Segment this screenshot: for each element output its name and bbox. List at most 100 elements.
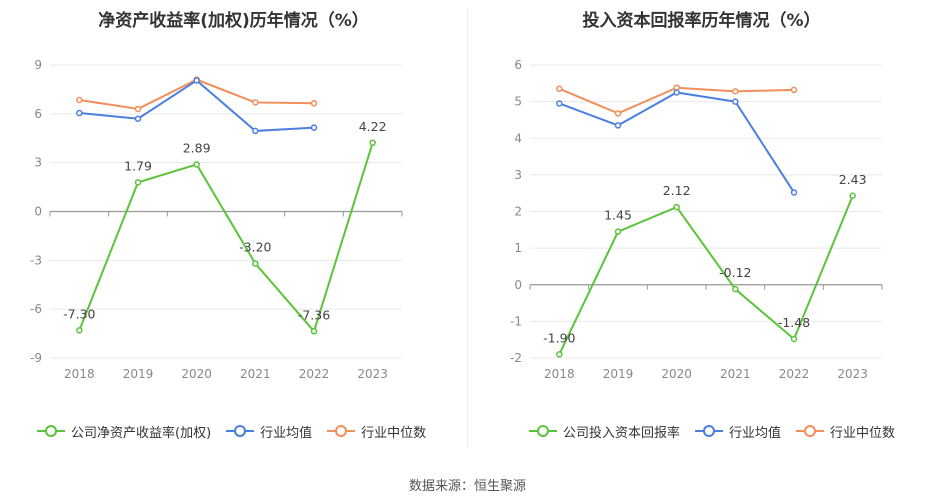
data-label: -7.30 [63, 306, 95, 321]
legend-label: 行业中位数 [830, 425, 896, 441]
data-point [556, 100, 563, 107]
data-point [556, 351, 563, 358]
legend-item[interactable]: 行业中位数 [326, 422, 426, 441]
legend-label: 行业均值 [260, 425, 313, 441]
legend-label: 公司投入资本回报率 [563, 425, 681, 441]
data-point [732, 98, 739, 105]
data-point [369, 139, 376, 147]
panel-divider [467, 8, 468, 448]
legend-swatch-icon [226, 425, 255, 437]
series-line-0 [78, 142, 374, 334]
data-point [76, 96, 83, 104]
data-point [790, 189, 798, 196]
x-tick-label: 2023 [837, 367, 868, 381]
y-tick-label: 5 [514, 95, 522, 109]
data-label: 4.22 [359, 119, 387, 134]
data-point [790, 86, 798, 94]
data-point [790, 335, 798, 343]
legend-item[interactable]: 行业均值 [225, 422, 312, 441]
x-tick-label: 2021 [240, 367, 271, 381]
y-tick-label: 3 [514, 168, 522, 182]
data-point [732, 285, 739, 293]
data-point [614, 122, 622, 129]
y-tick-label: -2 [510, 351, 522, 365]
y-tick-label: 9 [34, 58, 42, 72]
legend-item[interactable]: 公司投入资本回报率 [528, 422, 680, 441]
data-point [556, 85, 563, 93]
chart-title-roic: 投入资本回报率历年情况（%） [582, 11, 821, 31]
data-point [252, 127, 259, 135]
data-label: -1.48 [778, 315, 810, 330]
series-line-1 [558, 91, 795, 193]
legend-label: 行业中位数 [361, 425, 427, 441]
x-tick-label: 2022 [779, 367, 810, 381]
data-point [134, 115, 142, 122]
y-tick-label: -6 [30, 302, 42, 316]
data-label: -1.90 [543, 330, 575, 345]
data-point [673, 89, 680, 96]
series-line-2 [79, 78, 315, 110]
x-tick-label: 2023 [357, 367, 388, 381]
y-tick-label: -9 [30, 351, 42, 365]
y-tick-label: 6 [34, 107, 42, 121]
data-point [614, 110, 622, 117]
x-tick-label: 2021 [720, 367, 751, 381]
x-tick-label: 2020 [661, 367, 692, 381]
data-point [310, 124, 318, 131]
x-tick-label: 2020 [181, 367, 212, 381]
data-label: 2.89 [183, 140, 211, 155]
y-tick-label: 0 [34, 205, 42, 219]
data-label: 1.79 [124, 158, 152, 173]
data-label: 2.43 [839, 172, 867, 187]
legend-swatch-icon [37, 425, 65, 437]
y-tick-label: 2 [514, 205, 522, 219]
y-tick-label: 0 [514, 278, 522, 292]
x-tick-label: 2019 [123, 367, 154, 381]
data-point [76, 327, 83, 334]
data-label: -7.36 [298, 307, 330, 322]
legend-swatch-icon [529, 425, 557, 437]
y-tick-label: -3 [30, 253, 42, 267]
x-tick-label: 2018 [544, 367, 575, 381]
legend-swatch-icon [327, 425, 356, 437]
legend-item[interactable]: 公司净资产收益率(加权) [36, 422, 211, 441]
y-tick-label: 3 [34, 156, 42, 170]
data-point [252, 260, 259, 267]
data-point [76, 109, 83, 117]
data-point [134, 179, 142, 186]
legend-swatch-icon [695, 425, 724, 437]
legend-label: 行业均值 [729, 425, 782, 441]
legend-item[interactable]: 行业中位数 [795, 422, 895, 441]
data-point [732, 88, 739, 95]
data-point [310, 328, 318, 335]
x-tick-label: 2019 [603, 367, 634, 381]
data-source-note: 数据来源：恒生聚源 [408, 479, 526, 494]
roe-line-chart: 9 6 3 0 -3 -6 -9 2018 2019 2020 2021 2022 2023 -7.30 1… [30, 58, 403, 381]
data-point [614, 228, 622, 235]
data-label: -0.12 [719, 265, 751, 280]
y-tick-label: -1 [510, 314, 522, 328]
y-tick-label: 4 [514, 131, 522, 145]
legend-item[interactable]: 行业均值 [694, 422, 781, 441]
roic-legend: 公司投入资本回报率 行业均值 行业中位数 [528, 421, 909, 441]
data-point [673, 203, 680, 211]
x-tick-label: 2022 [299, 367, 330, 381]
chart-title-roe: 净资产收益率(加权)历年情况（%） [98, 11, 369, 31]
data-point [310, 100, 318, 107]
data-point [193, 161, 200, 168]
data-label: -3.20 [239, 240, 271, 255]
data-point [193, 77, 200, 84]
legend-label: 公司净资产收益率(加权) [71, 425, 212, 441]
data-point [252, 99, 259, 106]
data-point [134, 105, 142, 113]
legend-swatch-icon [796, 425, 825, 437]
y-tick-label: 1 [514, 241, 522, 255]
y-tick-label: 6 [514, 58, 522, 72]
roic-line-chart: 6 5 4 3 2 1 0 -1 -2 2018 2019 2020 2021 2022 2023 -1.90… [510, 58, 883, 381]
x-tick-label: 2018 [64, 367, 95, 381]
data-label: 2.12 [663, 183, 691, 198]
data-label: 1.45 [604, 208, 632, 223]
roe-legend: 公司净资产收益率(加权) 行业均值 行业中位数 [36, 421, 440, 441]
series-line-0 [558, 195, 854, 355]
data-point [849, 192, 856, 200]
